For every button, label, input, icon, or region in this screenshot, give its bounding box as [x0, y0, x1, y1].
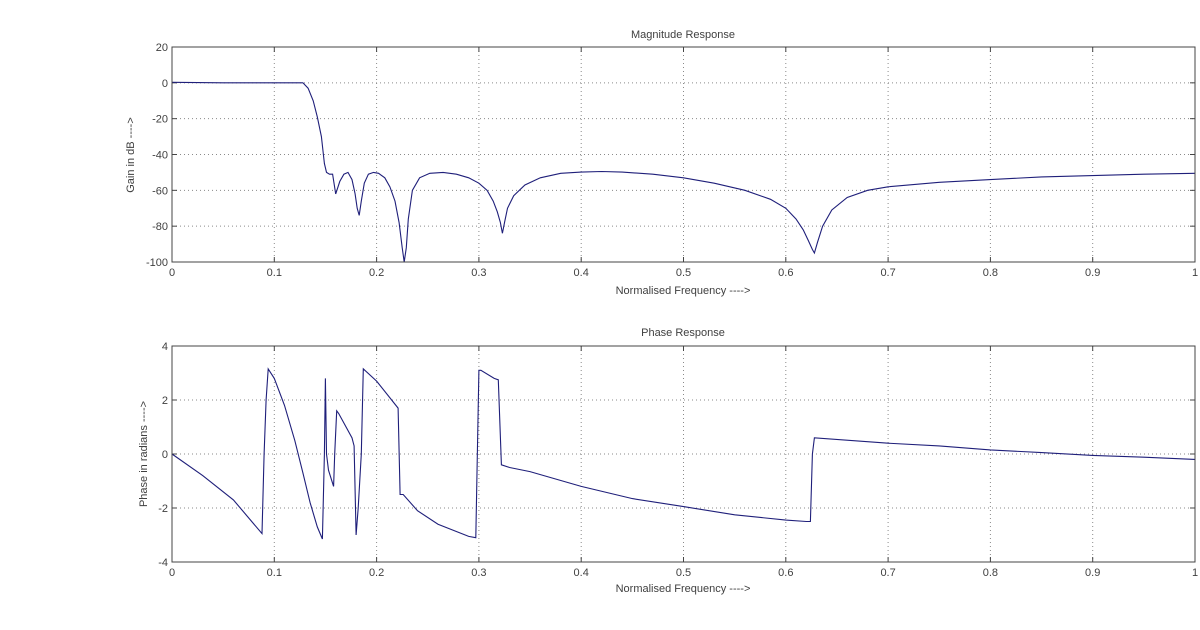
- phase-ylabel: Phase in radians ---->: [138, 401, 150, 507]
- x-tick-label: 0.3: [471, 267, 486, 279]
- x-tick-label: 1: [1192, 567, 1198, 579]
- x-tick-label: 0: [169, 267, 175, 279]
- y-tick-label: -60: [152, 185, 168, 197]
- y-tick-label: 4: [162, 341, 168, 353]
- x-tick-label: 0.4: [574, 267, 589, 279]
- x-tick-label: 0.4: [574, 567, 589, 579]
- phase-axes: Phase Response 0 0.1 0.2 0.3 0.4 0.5 0.6 0.7 0.8…: [138, 327, 1198, 595]
- x-tick-label: 0.7: [880, 267, 895, 279]
- x-tick-label: 0.7: [880, 567, 895, 579]
- magnitude-axes: Magnitude Response 0 0.1 0.2 0.3 0.4 0.5 0.6 0.…: [125, 29, 1198, 297]
- x-tick-label: 0.1: [267, 267, 282, 279]
- y-tick-label: -40: [152, 150, 168, 162]
- x-tick-label: 0.6: [778, 567, 793, 579]
- x-tick-label: 0.9: [1085, 567, 1100, 579]
- y-tick-label: -2: [158, 503, 168, 515]
- phase-line: [171, 367, 1196, 540]
- y-tick-label: -100: [146, 257, 168, 269]
- phase-frame: [171, 345, 1196, 563]
- magnitude-ticks: 0 0.1 0.2 0.3 0.4 0.5 0.6 0.7 0.8 0.9 1 20 0 -20 -40 -6…: [146, 42, 1198, 279]
- x-tick-label: 0.5: [676, 267, 691, 279]
- magnitude-frame: [171, 46, 1196, 263]
- x-tick-label: 0.8: [983, 567, 998, 579]
- magnitude-grid: [172, 47, 1195, 262]
- phase-title: Phase Response: [641, 327, 725, 339]
- magnitude-title: Magnitude Response: [631, 29, 735, 41]
- x-tick-label: 0: [169, 567, 175, 579]
- x-tick-label: 0.5: [676, 567, 691, 579]
- x-tick-label: 0.9: [1085, 267, 1100, 279]
- y-tick-label: 2: [162, 395, 168, 407]
- y-tick-label: 0: [162, 78, 168, 90]
- magnitude-xlabel: Normalised Frequency ---->: [616, 285, 751, 297]
- y-tick-label: 0: [162, 449, 168, 461]
- x-tick-label: 0.1: [267, 567, 282, 579]
- x-tick-label: 0.6: [778, 267, 793, 279]
- phase-grid: [172, 346, 1195, 562]
- y-tick-label: -20: [152, 114, 168, 126]
- x-tick-label: 0.2: [369, 267, 384, 279]
- x-tick-label: 0.8: [983, 267, 998, 279]
- x-tick-label: 1: [1192, 267, 1198, 279]
- magnitude-line: [171, 81, 1196, 263]
- phase-xlabel: Normalised Frequency ---->: [616, 583, 751, 595]
- x-tick-label: 0.3: [471, 567, 486, 579]
- y-tick-label: 20: [156, 42, 168, 54]
- x-tick-label: 0.2: [369, 567, 384, 579]
- y-tick-label: -80: [152, 221, 168, 233]
- magnitude-ylabel: Gain in dB ---->: [125, 117, 137, 193]
- y-tick-label: -4: [158, 557, 168, 569]
